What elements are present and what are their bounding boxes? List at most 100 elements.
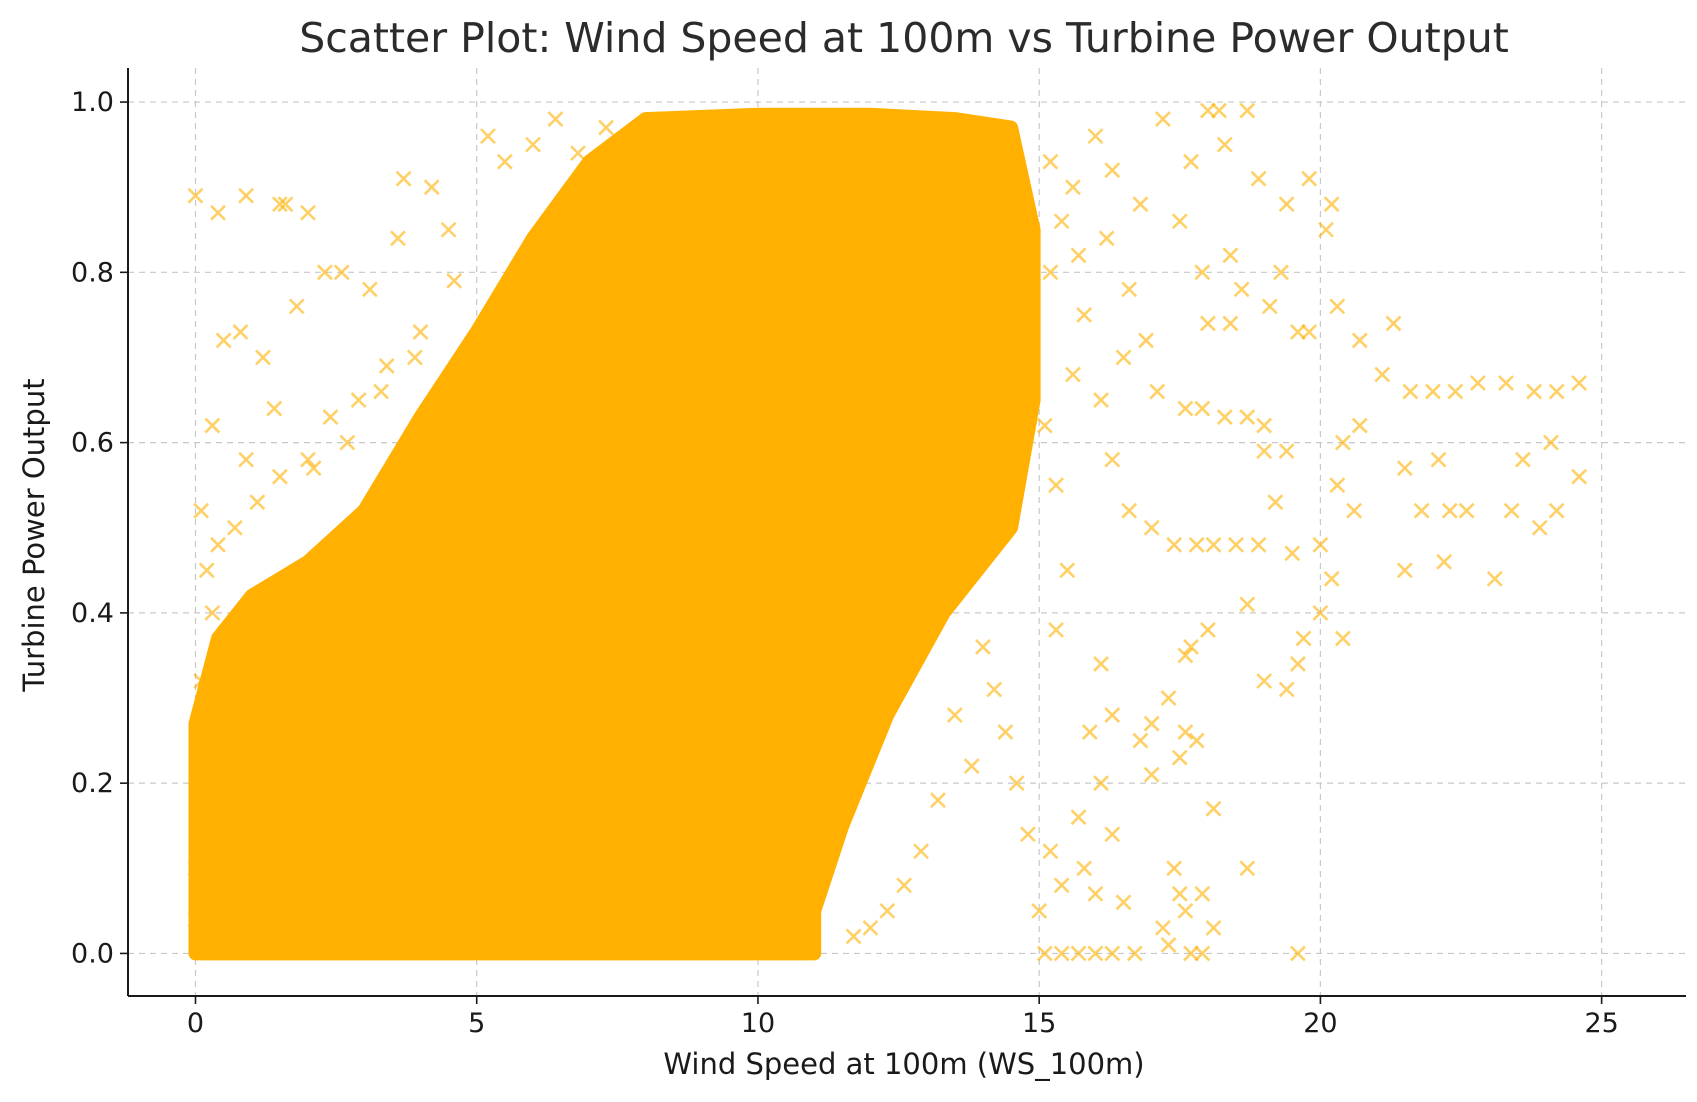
scatter-point	[1081, 724, 1098, 740]
scatter-point	[1312, 604, 1329, 621]
scatter-point	[1087, 128, 1104, 145]
y-tick-label: 0.6	[71, 428, 114, 459]
scatter-point	[1048, 477, 1064, 494]
scatter-point	[1194, 945, 1211, 962]
y-tick-label: 1.0	[71, 87, 114, 118]
scatter-point	[1132, 732, 1149, 749]
scatter-point	[1278, 681, 1295, 698]
scatter-point	[249, 494, 266, 511]
scatter-point	[305, 460, 322, 477]
scatter-point	[1143, 715, 1160, 732]
scatter-point	[1194, 885, 1211, 902]
scatter-point	[1289, 324, 1306, 340]
scatter-point	[1199, 621, 1216, 638]
scatter-point	[412, 324, 429, 340]
scatter-point	[1188, 536, 1205, 553]
scatter-point	[1239, 596, 1256, 613]
scatter-point	[1295, 630, 1312, 647]
scatter-point	[1543, 434, 1559, 451]
scatter-point	[1115, 894, 1132, 911]
scatter-point	[187, 187, 204, 204]
scatter-point	[322, 409, 339, 425]
scatter-point	[1436, 553, 1453, 570]
scatter-point	[277, 196, 294, 213]
scatter-point	[288, 298, 305, 315]
scatter-point	[480, 128, 496, 145]
scatter-point	[1531, 519, 1548, 536]
scatter-point	[1008, 775, 1025, 792]
scatter-point	[1065, 366, 1081, 383]
scatter-point	[255, 349, 271, 366]
scatter-point	[1177, 647, 1194, 664]
x-tick-label: 0	[187, 1008, 204, 1039]
scatter-point	[266, 400, 283, 417]
scatter-point	[1396, 460, 1413, 477]
scatter-point	[1160, 936, 1177, 953]
scatter-point	[1424, 383, 1441, 400]
scatter-point	[395, 170, 412, 187]
scatter-point	[1121, 502, 1138, 519]
scatter-point	[1351, 417, 1368, 434]
scatter-point	[879, 902, 896, 919]
x-tick-label: 10	[741, 1008, 775, 1039]
scatter-point	[1256, 673, 1273, 689]
scatter-point	[378, 358, 395, 374]
scatter-point	[1059, 562, 1076, 579]
scatter-point	[1076, 860, 1093, 877]
scatter-point	[406, 349, 423, 366]
scatter-point	[193, 502, 210, 519]
scatter-point	[896, 877, 913, 894]
scatter-point	[1070, 247, 1087, 264]
scatter-point	[1256, 443, 1273, 460]
scatter-point	[361, 281, 378, 298]
scatter-point	[975, 639, 991, 655]
scatter-point	[1143, 766, 1160, 783]
scatter-point	[1469, 375, 1486, 391]
scatter-point	[1177, 400, 1194, 417]
scatter-point	[1121, 281, 1138, 298]
scatter-point	[1036, 417, 1053, 434]
scatter-point	[271, 196, 288, 213]
scatter-point	[238, 187, 255, 204]
scatter-point	[193, 673, 210, 689]
scatter-point	[1166, 860, 1183, 877]
scatter-point	[547, 111, 564, 128]
scatter-point	[1053, 213, 1070, 230]
scatter-point	[1183, 639, 1199, 655]
scatter-point	[1441, 502, 1458, 519]
scatter-point	[1155, 919, 1171, 936]
scatter-point	[1329, 477, 1346, 494]
scatter-point	[1323, 196, 1340, 213]
scatter-point	[1503, 502, 1520, 519]
scatter-point	[1166, 536, 1183, 553]
scatter-point	[1132, 196, 1149, 213]
scatter-point	[193, 792, 210, 809]
scatter-point	[1104, 451, 1121, 468]
scatter-point	[1301, 324, 1318, 340]
scatter-point	[1273, 264, 1289, 281]
scatter-point	[1250, 170, 1267, 187]
scatter-point	[1104, 162, 1121, 179]
scatter-point	[1126, 945, 1143, 962]
scatter-point	[1065, 179, 1081, 196]
y-tick-label: 0.2	[71, 768, 114, 799]
scatter-point	[1284, 545, 1301, 562]
scatter-point	[1070, 945, 1087, 962]
x-axis-label: Wind Speed at 100m (WS_100m)	[663, 1047, 1144, 1081]
scatter-point	[1149, 383, 1166, 400]
scatter-point	[316, 264, 333, 281]
scatter-point	[1486, 570, 1503, 587]
scatter-point	[187, 860, 204, 877]
scatter-point	[1194, 400, 1211, 417]
scatter-point	[1155, 111, 1171, 128]
scatter-point	[1104, 945, 1121, 962]
x-tick-label: 15	[1022, 1008, 1056, 1039]
axes	[127, 68, 1686, 997]
scatter-point	[1267, 494, 1284, 511]
scatter-point	[1076, 306, 1093, 323]
chart-title: Scatter Plot: Wind Speed at 100m vs Turb…	[299, 14, 1509, 62]
scatter-point	[946, 707, 963, 723]
x-tick-label: 20	[1303, 1008, 1337, 1039]
scatter-point	[1160, 690, 1177, 706]
scatter-point	[1289, 945, 1306, 962]
